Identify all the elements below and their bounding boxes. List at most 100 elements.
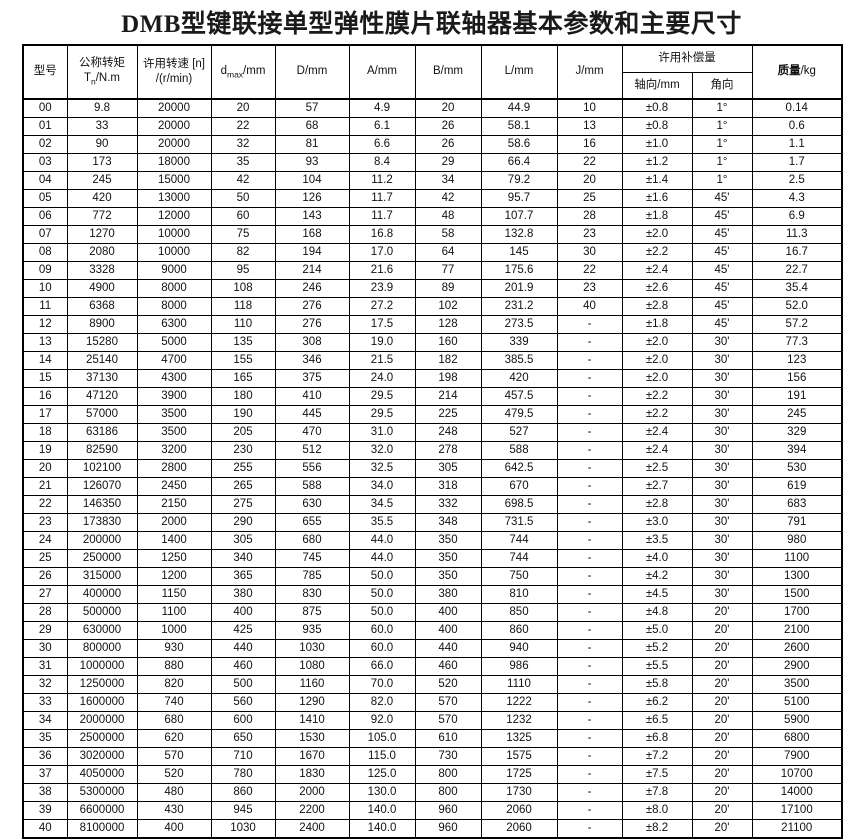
cell-J: 25 xyxy=(556,189,623,208)
cell-allowable-speed: 570 xyxy=(136,747,212,766)
header-dmax: dmax/mm xyxy=(210,44,276,100)
cell-mass: 980 xyxy=(751,531,843,550)
cell-A: 60.0 xyxy=(348,639,416,658)
cell-angular-compensation: 30' xyxy=(691,495,753,514)
cell-L: 58.1 xyxy=(480,117,558,136)
cell-B: 77 xyxy=(414,261,482,280)
cell-model: 27 xyxy=(22,585,68,604)
cell-B: 570 xyxy=(414,693,482,712)
cell-L: 588 xyxy=(480,441,558,460)
cell-A: 21.6 xyxy=(348,261,416,280)
cell-angular-compensation: 30' xyxy=(691,369,753,388)
cell-model: 03 xyxy=(22,153,68,172)
header-L: L/mm xyxy=(480,44,558,100)
cell-allowable-speed: 680 xyxy=(136,711,212,730)
cell-mass: 57.2 xyxy=(751,315,843,334)
cell-mass: 5100 xyxy=(751,693,843,712)
cell-B: 20 xyxy=(414,98,482,118)
cell-dmax: 400 xyxy=(210,603,276,622)
table-row: 01 33 20000 22 68 6.1 26 58.1 13 ±0.8 1° 0.6 xyxy=(22,117,843,136)
cell-J: - xyxy=(556,315,623,334)
cell-angular-compensation: 1° xyxy=(691,135,753,154)
cell-model: 29 xyxy=(22,621,68,640)
table-row: 15 37130 4300 165 375 24.0 198 420- ±2.0 30' 156 xyxy=(22,369,843,388)
cell-model: 32 xyxy=(22,675,68,694)
cell-L: 2060 xyxy=(480,819,558,839)
cell-mass: 21100 xyxy=(751,819,843,839)
cell-A: 125.0 xyxy=(348,765,416,784)
header-J: J/mm xyxy=(556,44,623,100)
cell-angular-compensation: 20' xyxy=(691,657,753,676)
cell-angular-compensation: 1° xyxy=(691,117,753,136)
cell-model: 36 xyxy=(22,747,68,766)
table-row: 06 772 12000 60 143 11.7 48 107.7 28 ±1.8 45' 6.9 xyxy=(22,207,843,226)
cell-model: 25 xyxy=(22,549,68,568)
cell-dmax: 290 xyxy=(210,513,276,532)
cell-dmax: 860 xyxy=(210,783,276,802)
cell-angular-compensation: 30' xyxy=(691,351,753,370)
cell-D: 346 xyxy=(274,351,350,370)
cell-allowable-speed: 8000 xyxy=(136,279,212,298)
cell-L: 420 xyxy=(480,369,558,388)
cell-angular-compensation: 30' xyxy=(691,531,753,550)
cell-nominal-torque: 102100 xyxy=(66,459,138,478)
cell-mass: 16.7 xyxy=(751,243,843,262)
cell-D: 2200 xyxy=(274,801,350,820)
cell-L: 231.2 xyxy=(480,297,558,316)
cell-D: 57 xyxy=(274,98,350,118)
cell-A: 23.9 xyxy=(348,279,416,298)
cell-J: - xyxy=(556,387,623,406)
cell-dmax: 32 xyxy=(210,135,276,154)
cell-allowable-speed: 13000 xyxy=(136,189,212,208)
cell-J: - xyxy=(556,621,623,640)
cell-allowable-speed: 4700 xyxy=(136,351,212,370)
cell-dmax: 180 xyxy=(210,387,276,406)
cell-mass: 619 xyxy=(751,477,843,496)
cell-dmax: 165 xyxy=(210,369,276,388)
cell-angular-compensation: 30' xyxy=(691,423,753,442)
cell-angular-compensation: 20' xyxy=(691,693,753,712)
cell-D: 445 xyxy=(274,405,350,424)
spec-table-container: 型号 公称转矩 Tn/N.m 许用转速 [n] /(r/min) dmax/mm… xyxy=(0,44,863,839)
cell-model: 16 xyxy=(22,387,68,406)
cell-B: 800 xyxy=(414,765,482,784)
cell-allowable-speed: 3500 xyxy=(136,405,212,424)
cell-B: 26 xyxy=(414,117,482,136)
cell-axial-compensation: ±4.2 xyxy=(621,567,693,586)
cell-L: 1232 xyxy=(480,711,558,730)
cell-B: 350 xyxy=(414,567,482,586)
cell-L: 1110 xyxy=(480,675,558,694)
cell-B: 730 xyxy=(414,747,482,766)
cell-dmax: 255 xyxy=(210,459,276,478)
cell-B: 318 xyxy=(414,477,482,496)
cell-axial-compensation: ±2.4 xyxy=(621,423,693,442)
table-row: 30 800000 930 440 1030 60.0 440 940- ±5.2 20' 2600 xyxy=(22,639,843,658)
table-row: 22 146350 2150 275 630 34.5 332 698.5- ±2.8 30' 68… xyxy=(22,495,843,514)
cell-nominal-torque: 4900 xyxy=(66,279,138,298)
cell-angular-compensation: 20' xyxy=(691,783,753,802)
cell-B: 48 xyxy=(414,207,482,226)
cell-D: 1410 xyxy=(274,711,350,730)
table-row: 36 3020000 570 710 1670 115.0 730 1575- ±7.2 20' 7… xyxy=(22,747,843,766)
table-row: 08 2080 10000 82 194 17.0 64 145 30 ±2.2 45' 16.7 xyxy=(22,243,843,262)
cell-angular-compensation: 20' xyxy=(691,801,753,820)
cell-allowable-speed: 930 xyxy=(136,639,212,658)
cell-B: 960 xyxy=(414,801,482,820)
cell-angular-compensation: 1° xyxy=(691,171,753,190)
cell-dmax: 118 xyxy=(210,297,276,316)
cell-dmax: 35 xyxy=(210,153,276,172)
cell-model: 12 xyxy=(22,315,68,334)
cell-angular-compensation: 20' xyxy=(691,747,753,766)
cell-model: 35 xyxy=(22,729,68,748)
cell-J: 30 xyxy=(556,243,623,262)
spec-table: 型号 公称转矩 Tn/N.m 许用转速 [n] /(r/min) dmax/mm… xyxy=(22,44,843,839)
cell-nominal-torque: 33 xyxy=(66,117,138,136)
cell-model: 19 xyxy=(22,441,68,460)
table-row: 40 8100000 400 1030 2400 140.0 960 2060- ±8.2 20'… xyxy=(22,819,843,839)
table-row: 29 630000 1000 425 935 60.0 400 860- ±5.0 20' 2100 xyxy=(22,621,843,640)
cell-model: 18 xyxy=(22,423,68,442)
table-row: 33 1600000 740 560 1290 82.0 570 1222- ±6.2 20' 51… xyxy=(22,693,843,712)
cell-B: 214 xyxy=(414,387,482,406)
cell-dmax: 60 xyxy=(210,207,276,226)
cell-mass: 6.9 xyxy=(751,207,843,226)
